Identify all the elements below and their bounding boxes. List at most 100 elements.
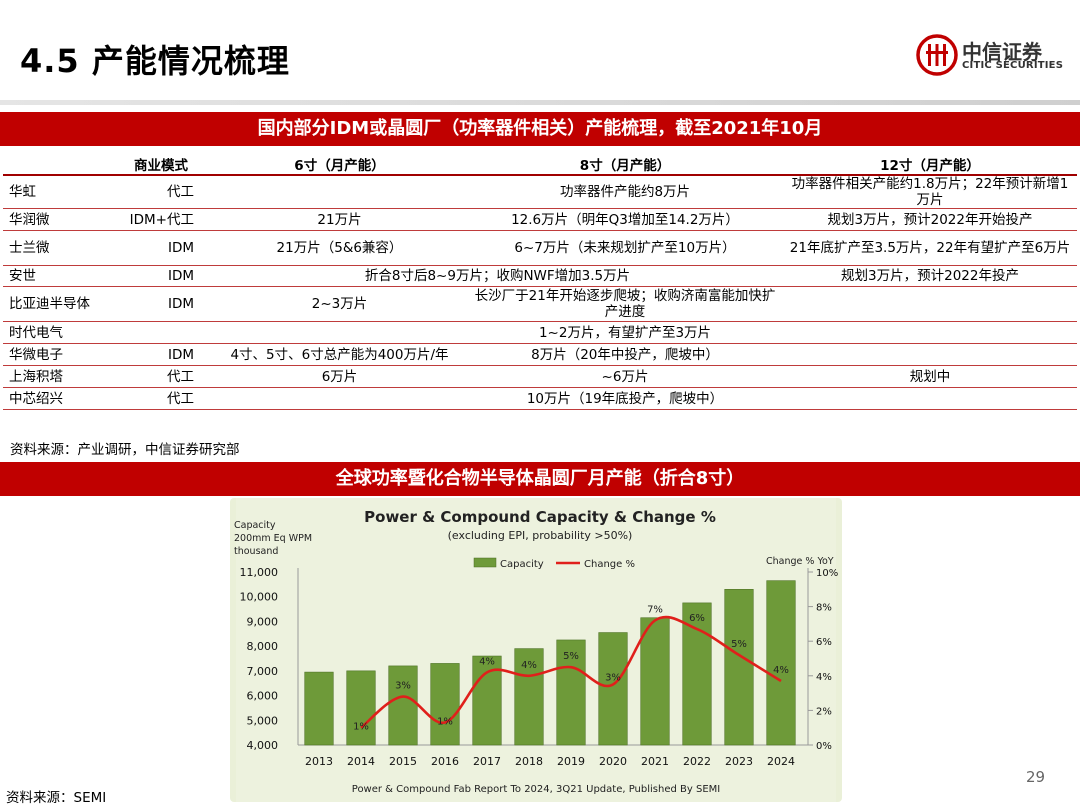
x-tick-label: 2018 <box>515 755 543 768</box>
capacity-table: 商业模式 6寸（月产能） 8寸（月产能） 12寸（月产能） 华虹 代工 功率器件产能… <box>3 153 1077 410</box>
legend-capacity-label: Capacity <box>500 559 544 570</box>
chart-banner: 全球功率暨化合物半导体晶圆厂月产能（折合8寸） <box>0 462 1080 496</box>
table-row: 安世 IDM 折合8寸后8~9万片；收购NWF增加3.5万片 规划3万片，预计2022… <box>3 265 1077 287</box>
x-tick-label: 2015 <box>389 755 417 768</box>
cell-model: IDM <box>110 230 212 266</box>
change-data-label: 4% <box>521 660 537 671</box>
legend-change-label: Change % <box>584 559 635 570</box>
table-row: 中芯绍兴 代工 10万片（19年底投产，爬坡中） <box>3 387 1077 410</box>
y2-tick-label: 4% <box>816 672 832 683</box>
y-tick-label: 7,000 <box>247 665 279 678</box>
citic-logo-icon <box>916 34 958 76</box>
table-row: 时代电气 1~2万片，有望扩产至3万片 <box>3 321 1077 344</box>
cell-8inch: 10万片（19年底投产，爬坡中） <box>467 387 783 410</box>
x-tick-label: 2020 <box>599 755 627 768</box>
cell-model: IDM <box>110 265 212 287</box>
change-data-label: 6% <box>689 613 705 624</box>
cell-6inch: 6万片 <box>212 365 467 388</box>
header-company <box>3 153 110 176</box>
y-axis-label-line: thousand <box>234 546 278 557</box>
table-row: 比亚迪半导体 IDM 2~3万片 长沙厂于21年开始逐步爬坡；收购济南富能加快扩产进度 <box>3 286 1077 322</box>
table-banner: 国内部分IDM或晶圆厂（功率器件相关）产能梳理，截至2021年10月 <box>0 112 1080 146</box>
x-tick-label: 2014 <box>347 755 375 768</box>
change-data-label: 1% <box>353 722 369 733</box>
change-data-label: 4% <box>479 656 495 667</box>
capacity-bar <box>388 665 418 746</box>
y-tick-label: 5,000 <box>247 714 279 727</box>
change-line <box>360 615 782 729</box>
company-logo: 中信证券 CITIC SECURITIES <box>916 34 1066 78</box>
cell-company: 中芯绍兴 <box>3 387 110 410</box>
chart-source: 资料来源：SEMI <box>6 790 107 806</box>
cell-company: 士兰微 <box>3 230 110 266</box>
change-data-label: 7% <box>647 604 663 615</box>
table-header-row: 商业模式 6寸（月产能） 8寸（月产能） 12寸（月产能） <box>3 153 1077 176</box>
cell-8inch: 6~7万片（未来规划扩产至10万片） <box>467 230 783 266</box>
cell-8inch: 12.6万片（明年Q3增加至14.2万片） <box>467 208 783 231</box>
capacity-chart: Power & Compound Capacity & Change % (exc… <box>230 498 842 802</box>
cell-6inch <box>212 387 467 410</box>
chart-subtitle: (excluding EPI, probability >50%) <box>448 529 633 542</box>
cell-company: 华微电子 <box>3 343 110 366</box>
header-8inch: 8寸（月产能） <box>467 153 783 176</box>
cell-model <box>110 321 212 344</box>
cell-company: 比亚迪半导体 <box>3 286 110 322</box>
capacity-bar <box>598 632 628 746</box>
y2-tick-label: 2% <box>816 706 832 717</box>
cell-8inch: ~6万片 <box>467 365 783 388</box>
y-tick-label: 10,000 <box>240 591 279 604</box>
cell-model: IDM <box>110 286 212 322</box>
cell-model: 代工 <box>110 175 212 209</box>
chart-footer: Power & Compound Fab Report To 2024, 3Q2… <box>352 784 720 795</box>
cell-6inch: 2~3万片 <box>212 286 467 322</box>
y2-tick-label: 10% <box>816 568 838 579</box>
cell-model: 代工 <box>110 365 212 388</box>
cell-company: 上海积塔 <box>3 365 110 388</box>
cell-8inch: 功率器件产能约8万片 <box>467 175 783 209</box>
table-row: 上海积塔 代工 6万片 ~6万片 规划中 <box>3 365 1077 388</box>
y-axis-label-line: 200mm Eq WPM <box>234 533 312 544</box>
x-tick-label: 2021 <box>641 755 669 768</box>
y2-tick-label: 0% <box>816 741 832 752</box>
x-tick-label: 2024 <box>767 755 795 768</box>
title-divider <box>0 100 1080 105</box>
cell-12inch: 功率器件相关产能约1.8万片；22年预计新增1万片 <box>783 175 1077 209</box>
y-tick-label: 6,000 <box>247 690 279 703</box>
cell-model: IDM <box>110 343 212 366</box>
legend-capacity-swatch <box>473 557 497 568</box>
x-tick-label: 2023 <box>725 755 753 768</box>
table-row: 华润微 IDM+代工 21万片 12.6万片（明年Q3增加至14.2万片） 规划3万片，… <box>3 208 1077 231</box>
page-title: 4.5 产能情况梳理 <box>20 42 290 80</box>
table-row: 士兰微 IDM 21万片（5&6兼容） 6~7万片（未来规划扩产至10万片） 21年底扩… <box>3 230 1077 266</box>
cell-6inch: 21万片（5&6兼容） <box>212 230 467 266</box>
cell-12inch <box>783 286 1077 322</box>
x-tick-label: 2019 <box>557 755 585 768</box>
x-tick-label: 2013 <box>305 755 333 768</box>
header-12inch: 12寸（月产能） <box>783 153 1077 176</box>
y2-axis-label: Change % YoY <box>766 556 834 567</box>
change-data-label: 3% <box>395 681 411 692</box>
cell-6inch: 21万片 <box>212 208 467 231</box>
y2-tick-label: 8% <box>816 603 832 614</box>
capacity-bar <box>682 602 712 746</box>
cell-6inch <box>212 321 467 344</box>
cell-company: 安世 <box>3 265 110 287</box>
cell-12inch: 规划中 <box>783 365 1077 388</box>
cell-12inch: 规划3万片，预计2022年投产 <box>783 265 1077 287</box>
change-data-label: 1% <box>437 717 453 728</box>
capacity-bar <box>766 580 796 746</box>
cell-12inch <box>783 321 1077 344</box>
y-tick-label: 9,000 <box>247 615 279 628</box>
change-data-label: 5% <box>731 639 747 650</box>
header-model: 商业模式 <box>110 153 212 176</box>
y2-tick-label: 6% <box>816 637 832 648</box>
change-data-label: 5% <box>563 651 579 662</box>
cell-company: 华虹 <box>3 175 110 209</box>
cell-12inch <box>783 343 1077 366</box>
cell-6inch <box>212 175 467 209</box>
table-row: 华微电子 IDM 4寸、5寸、6寸总产能为400万片/年 8万片（20年中投产，爬坡中… <box>3 343 1077 366</box>
capacity-bar <box>556 639 586 746</box>
page-number: 29 <box>1026 768 1046 786</box>
cell-8inch: 1~2万片，有望扩产至3万片 <box>467 321 783 344</box>
